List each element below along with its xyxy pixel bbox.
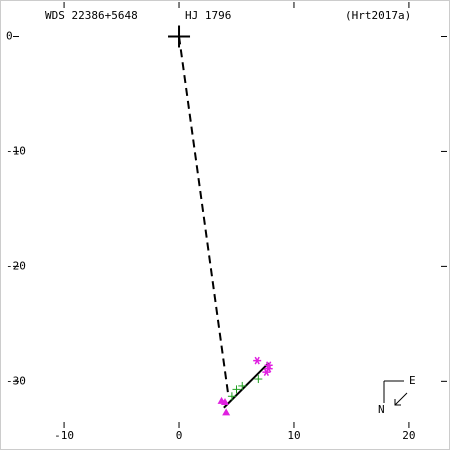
point — [254, 375, 263, 384]
compass-east: E — [409, 374, 416, 387]
reference: (Hrt2017a) — [345, 9, 411, 22]
point — [238, 381, 247, 390]
x-tick-label: 10 — [287, 429, 300, 442]
chart-subtitle: HJ 1796 — [185, 9, 231, 22]
point — [264, 364, 273, 373]
tri — [221, 398, 229, 406]
tri — [222, 408, 231, 416]
point — [222, 408, 231, 416]
ray — [266, 364, 272, 373]
point — [232, 385, 241, 394]
y-tick-label: 0 — [6, 29, 13, 42]
x-tick-label: 0 — [176, 429, 183, 442]
chart-title: WDS 22386+5648 — [45, 9, 138, 22]
dashed-line — [178, 36, 230, 397]
x-tick-label: -10 — [54, 429, 74, 442]
compass-north: N — [378, 403, 385, 416]
point — [221, 398, 229, 406]
ray — [254, 356, 260, 365]
x-tick-label: 20 — [402, 429, 415, 442]
point — [168, 25, 191, 48]
point — [227, 392, 236, 401]
point — [253, 356, 262, 365]
compass: E N — [378, 374, 416, 416]
orbit-line — [223, 362, 270, 409]
